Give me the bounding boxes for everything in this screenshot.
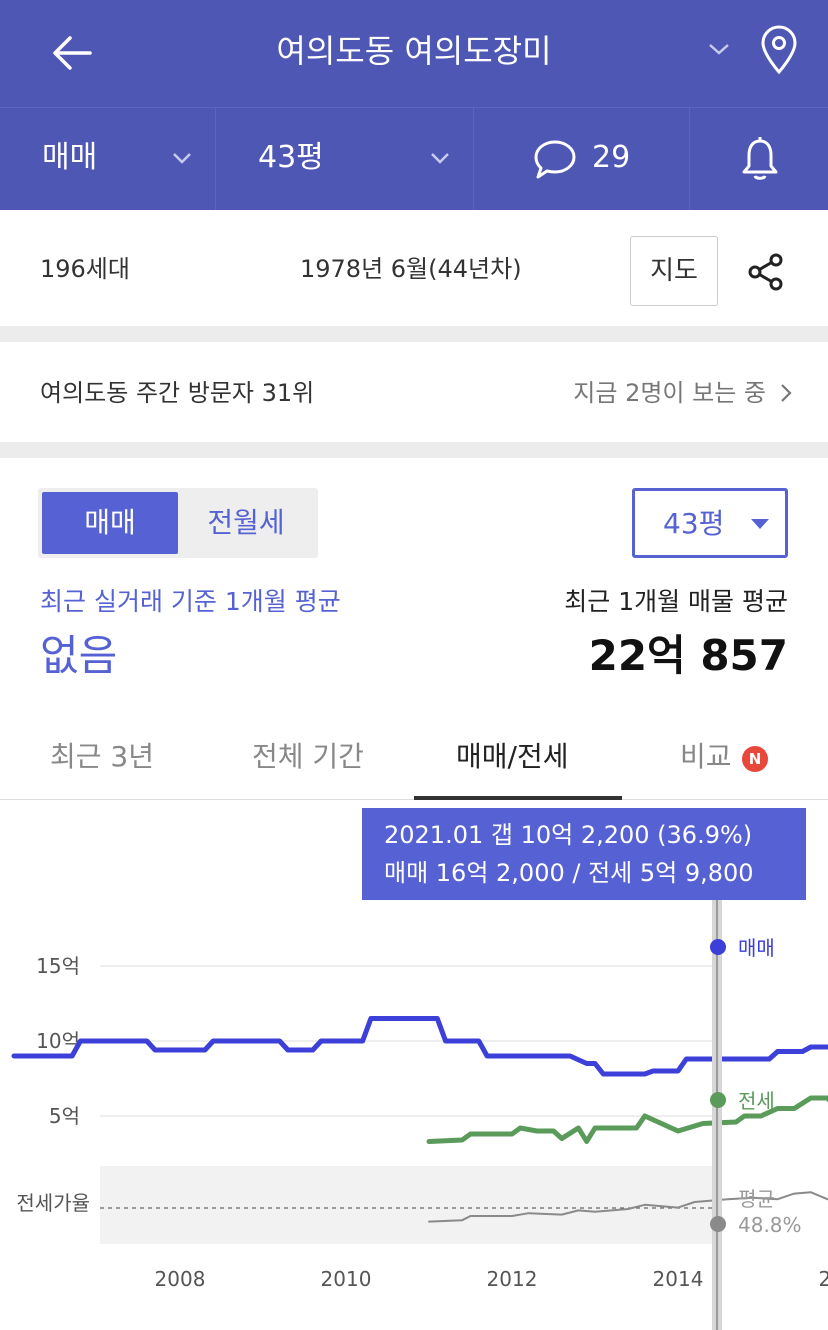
trade-type-label: 매매 [42,140,98,175]
recent-trade-value: 없음 [40,631,118,680]
complex-info-bar: 196세대 1978년 6월(44년차) 지도 [0,210,828,326]
listing-average-value: 22억 857 [588,631,788,680]
back-arrow-icon[interactable] [48,28,98,78]
households: 196세대 [40,255,130,283]
header-top-bar: 여의도동 여의도장미 [0,0,828,108]
legend-avg-value: 48.8% [738,1213,802,1237]
new-badge: N [742,746,768,772]
header-filter-bar: 매매 43평 29 [0,108,828,210]
chevron-right-icon [781,384,792,402]
chevron-down-icon [173,153,191,164]
area-select-header[interactable]: 43평 [216,108,474,210]
notification-button[interactable] [690,108,828,210]
sale-series-line [11,1016,828,1077]
share-icon[interactable] [746,252,786,292]
chart-tabs: 최근 3년 전체 기간 매매/전세 비교 N [0,722,828,800]
ratio-axis-label: 전세가율 [16,1191,90,1215]
toggle-rent[interactable]: 전월세 [207,506,285,539]
map-button[interactable]: 지도 [630,236,718,306]
comments-button[interactable]: 29 [474,108,690,210]
x-tick-label: 2010 [321,1267,372,1291]
legend-avg-label: 평균 [738,1187,775,1211]
now-viewing: 지금 2명이 보는 중 [573,379,766,407]
visitor-rank-bar[interactable]: 여의도동 주간 방문자 31위 지금 2명이 보는 중 [0,342,828,442]
recent-trade-label: 최근 실거래 기준 1개월 평균 [40,587,341,616]
ratio-cursor-dot [710,1216,726,1232]
bell-icon [742,137,778,180]
location-pin-icon[interactable] [758,24,800,76]
tab-compare[interactable]: 비교 [680,740,732,773]
tooltip-line-2: 매매 16억 2,000 / 전세 5억 9,800 [384,859,754,887]
toggle-sale[interactable]: 매매 [42,492,178,554]
area-label: 43평 [258,140,324,175]
active-tab-underline [414,796,622,800]
y-tick-label: 5억 [49,1104,80,1128]
legend-sale: 매매 [738,936,775,960]
section-divider [0,442,828,458]
x-tick-label: 2012 [487,1267,538,1291]
rent-cursor-dot [710,1092,726,1108]
area-dropdown-value: 43평 [663,507,725,540]
tooltip-line-1: 2021.01 갭 10억 2,200 (36.9%) [384,821,753,849]
chevron-down-icon[interactable] [706,38,732,60]
section-divider [0,326,828,342]
y-tick-label: 15억 [36,954,80,978]
tab-all-period[interactable]: 전체 기간 [252,740,364,773]
x-tick-label: 2016 [819,1267,828,1291]
tab-recent-3y[interactable]: 최근 3년 [50,740,154,773]
caret-down-icon [751,519,769,529]
rent-series-line [426,1095,828,1144]
built-year: 1978년 6월(44년차) [300,255,522,283]
chevron-down-icon [431,153,449,164]
x-tick-label: 2008 [155,1267,206,1291]
area-dropdown[interactable]: 43평 [632,488,788,558]
x-tick-label: 2014 [653,1267,704,1291]
chart-tooltip: 2021.01 갭 10억 2,200 (36.9%) 매매 16억 2,000… [362,808,806,900]
y-tick-label: 10억 [36,1029,80,1053]
page-title[interactable]: 여의도동 여의도장미 [276,32,552,70]
ratio-band [100,1166,716,1244]
legend-rent: 전세 [738,1089,775,1113]
comments-count: 29 [592,140,631,175]
app-header: 여의도동 여의도장미 매매 43평 29 [0,0,828,210]
speech-bubble-icon [534,140,576,179]
visitor-rank: 여의도동 주간 방문자 31위 [40,379,315,407]
listing-average-label: 최근 1개월 매물 평균 [564,587,788,616]
trade-toggle: 매매 전월세 [38,488,318,558]
ratio-series-line [428,1191,828,1223]
sale-cursor-dot [710,939,726,955]
tab-sale-rent[interactable]: 매매/전세 [456,740,569,773]
trade-type-select[interactable]: 매매 [0,108,216,210]
